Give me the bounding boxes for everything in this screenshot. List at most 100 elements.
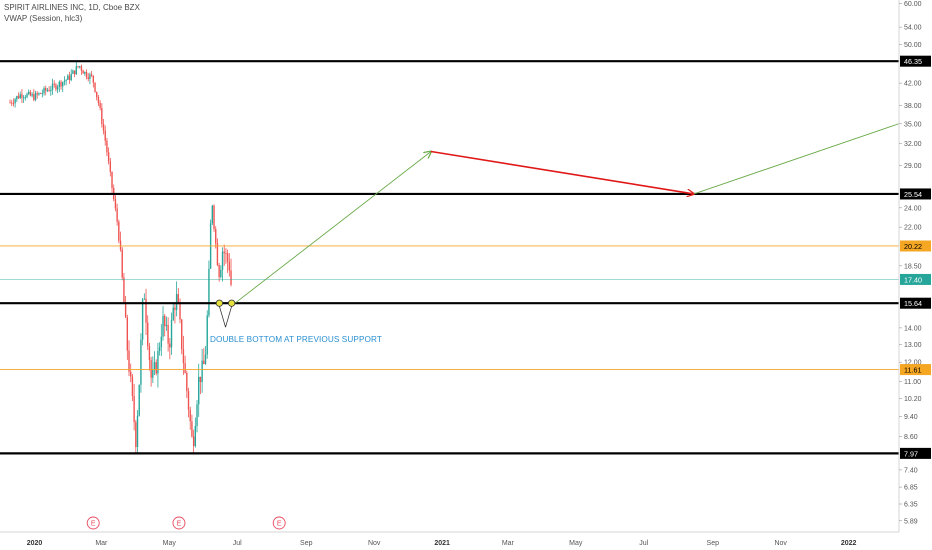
candle-body — [33, 94, 35, 100]
candle-body — [201, 360, 203, 383]
projection-arrow-1 — [234, 152, 431, 304]
candle-body — [155, 362, 157, 374]
earnings-marker-letter: E — [277, 521, 282, 528]
x-tick-label: Jul — [233, 540, 242, 547]
candle-body — [50, 89, 52, 92]
price-label-17.40: 17.40 — [904, 275, 922, 284]
candle-body — [102, 123, 105, 131]
candle-body — [133, 396, 135, 423]
y-tick-label: 35.00 — [904, 121, 922, 128]
x-tick-label: 2021 — [434, 540, 450, 547]
candle-body — [34, 93, 37, 100]
candle-body — [131, 376, 134, 397]
candle-body — [14, 99, 16, 104]
candle-body — [136, 415, 139, 448]
candle-body — [150, 360, 152, 378]
price-label-box-20.22 — [900, 240, 931, 252]
candle-body — [182, 349, 185, 364]
candle-body — [67, 75, 69, 80]
candle-body — [208, 268, 210, 316]
candle-body — [43, 88, 45, 94]
candle-body — [218, 265, 220, 278]
candle-body — [21, 94, 23, 98]
x-tick-label: Jul — [639, 540, 648, 547]
candle-body — [75, 66, 78, 75]
candle-body — [184, 363, 186, 373]
price-label-11.61: 11.61 — [904, 366, 921, 375]
candle-body — [92, 75, 95, 83]
y-tick-label: 9.40 — [904, 414, 918, 421]
candle-body — [107, 152, 110, 162]
candle-body — [165, 324, 168, 327]
y-tick-label: 12.00 — [904, 360, 922, 367]
y-tick-label: 60.00 — [904, 1, 922, 8]
candle-body — [174, 307, 176, 310]
x-tick-label: May — [569, 540, 583, 547]
y-tick-label: 50.00 — [904, 42, 922, 49]
candle-body — [170, 319, 173, 348]
candle-body — [39, 93, 42, 94]
y-tick-label: 24.00 — [904, 205, 922, 212]
candle-body — [63, 80, 66, 83]
candle-body — [58, 81, 61, 87]
price-label-15.64: 15.64 — [904, 299, 922, 308]
x-tick-label: Sep — [300, 540, 313, 547]
candle-body — [104, 130, 106, 141]
price-label-box-17.40 — [900, 273, 931, 285]
candle-body — [97, 97, 100, 104]
y-tick-label: 29.00 — [904, 163, 922, 170]
y-tick-label: 8.60 — [904, 434, 918, 441]
y-tick-label: 6.35 — [904, 502, 918, 509]
price-label-46.35: 46.35 — [904, 57, 922, 66]
candle-body — [135, 422, 137, 448]
y-tick-label: 5.89 — [904, 518, 918, 525]
projection-arrow-2 — [430, 150, 694, 194]
candle-body — [175, 294, 178, 310]
double-bottom-marker-1 — [215, 299, 223, 307]
candle-body — [65, 79, 67, 81]
candle-body — [169, 343, 171, 348]
y-tick-label: 38.00 — [904, 103, 922, 110]
double-bottom-pointer-1 — [219, 306, 226, 328]
candle-body — [51, 83, 54, 90]
candle-body — [215, 229, 217, 244]
candle-body — [177, 294, 180, 304]
candle-body — [164, 315, 166, 327]
candle-body — [153, 362, 156, 370]
x-tick-label: 2022 — [841, 540, 857, 547]
x-tick-label: Mar — [95, 540, 108, 547]
projection-layer — [215, 123, 899, 328]
x-tick-label: Mar — [502, 540, 515, 547]
candle-body — [53, 83, 55, 85]
candle-body — [68, 75, 71, 81]
candle-body — [85, 71, 88, 78]
candle-body — [172, 307, 174, 320]
candle-body — [11, 102, 13, 104]
candle-body — [186, 372, 188, 392]
y-tick-label: 10.20 — [904, 396, 922, 403]
candle-body — [221, 251, 224, 270]
candle-body — [220, 269, 222, 278]
candle-body — [206, 315, 208, 355]
candle-body — [191, 421, 193, 437]
y-tick-label: 13.00 — [904, 342, 922, 349]
x-tick-label: Sep — [707, 540, 720, 547]
candle-body — [12, 103, 15, 105]
candle-body — [82, 70, 84, 74]
candle-body — [41, 93, 44, 94]
candle-body — [96, 91, 98, 98]
candle-body — [216, 243, 219, 266]
y-tick-label: 11.00 — [904, 379, 921, 386]
double-bottom-annotation: DOUBLE BOTTOM AT PREVIOUS SUPPORT — [210, 335, 382, 344]
candle-body — [101, 108, 103, 124]
candle-body — [181, 319, 183, 350]
earnings-marker-icon — [172, 516, 186, 530]
candle-body — [116, 208, 118, 222]
candle-body — [73, 70, 76, 75]
candle-body — [9, 102, 11, 104]
y-tick-label: 22.00 — [904, 225, 922, 232]
candle-body — [187, 391, 190, 410]
candle-body — [109, 161, 112, 172]
